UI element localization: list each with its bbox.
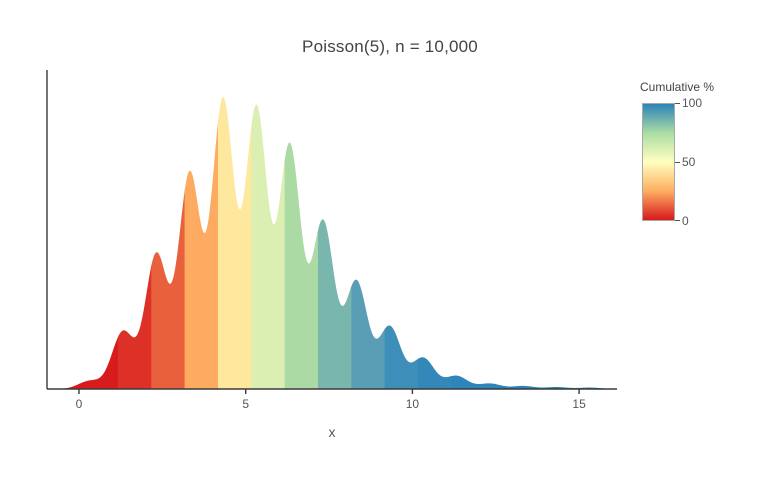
colorbar-tick-label: 50 [682,155,696,169]
density-band-2 [151,188,186,389]
density-band-6 [284,142,319,389]
density-band-3 [184,118,219,389]
density-band-0 [84,336,119,389]
density-band-11 [451,375,486,389]
density-band-4 [217,97,252,390]
colorbar-tick-label: 0 [682,214,689,228]
density-band-8 [351,279,386,389]
density-band-12 [484,383,519,389]
density-band-5 [251,104,286,389]
chart-title: Poisson(5), n = 10,000 [302,37,478,56]
colorbar-gradient [642,103,675,221]
colorbar-tick [675,162,680,163]
colorbar-tick [675,103,680,104]
colorbar-tick [675,220,680,221]
x-tick-label: 10 [405,397,420,411]
colorbar-title: Cumulative % [640,80,715,94]
density-band-10 [418,357,452,389]
colorbar-tick-label: 100 [682,96,703,110]
density-band-13 [518,385,552,389]
density-band-start [47,381,85,389]
x-tick-label: 5 [242,397,250,411]
x-axis-title: x [328,424,336,440]
x-tick-label: 15 [572,397,586,411]
density-band-1 [117,264,152,389]
density-band-9 [384,325,419,389]
density-band-7 [317,219,352,389]
x-tick-label: 0 [75,397,83,411]
